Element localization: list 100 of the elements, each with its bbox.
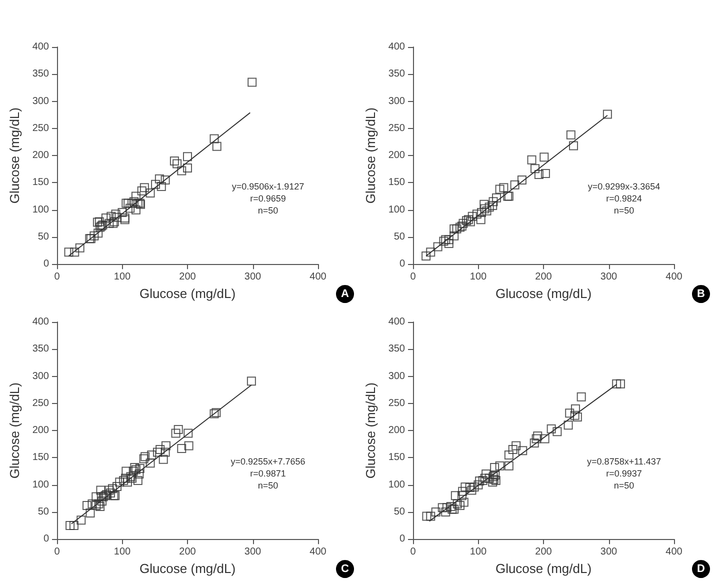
point bbox=[147, 450, 156, 460]
point bbox=[517, 175, 526, 184]
x-tick-label: 100 bbox=[470, 546, 488, 558]
point bbox=[126, 204, 135, 213]
y-tick-label: 0 bbox=[43, 534, 50, 545]
x-axis-title: Glucose (mg/dL) bbox=[495, 561, 592, 576]
point bbox=[131, 205, 140, 214]
point bbox=[140, 183, 149, 192]
point bbox=[183, 164, 192, 173]
y-axis-title: Glucose (mg/dL) bbox=[363, 108, 378, 204]
y-tick-label: 0 bbox=[43, 258, 50, 270]
point bbox=[564, 420, 573, 430]
point bbox=[478, 476, 488, 485]
point bbox=[76, 516, 86, 525]
point bbox=[530, 164, 540, 174]
y-tick-label: 300 bbox=[32, 96, 50, 107]
point bbox=[131, 465, 140, 474]
text: D bbox=[697, 563, 706, 575]
point bbox=[489, 474, 498, 484]
point bbox=[504, 461, 514, 470]
x-tick-label: 300 bbox=[600, 546, 618, 558]
point bbox=[120, 213, 130, 222]
y-tick-label: 50 bbox=[38, 506, 50, 518]
x-tick-label: 400 bbox=[666, 272, 683, 283]
point bbox=[468, 212, 477, 221]
point bbox=[146, 458, 155, 468]
x-tick-label: 200 bbox=[535, 546, 552, 558]
point bbox=[490, 462, 500, 472]
y-tick-label: 300 bbox=[388, 370, 406, 382]
point bbox=[106, 212, 116, 221]
point bbox=[452, 224, 462, 234]
y-tick-label: 350 bbox=[32, 344, 50, 355]
point bbox=[92, 500, 101, 510]
point bbox=[527, 155, 536, 164]
point bbox=[540, 434, 550, 444]
point bbox=[450, 231, 459, 240]
point bbox=[450, 491, 460, 500]
point bbox=[120, 215, 130, 224]
point bbox=[431, 507, 440, 516]
point bbox=[570, 404, 580, 414]
point bbox=[112, 212, 122, 222]
y-tick-label: 50 bbox=[38, 231, 50, 242]
point bbox=[518, 446, 528, 456]
point bbox=[566, 130, 576, 140]
point bbox=[484, 474, 494, 483]
point bbox=[70, 248, 80, 257]
point bbox=[104, 486, 114, 495]
y-tick-label: 0 bbox=[399, 534, 406, 545]
point bbox=[570, 410, 580, 420]
x-tick-label: 200 bbox=[179, 272, 196, 283]
point bbox=[540, 152, 549, 162]
point bbox=[248, 78, 257, 87]
annotation: y=0.9299x-3.3654 bbox=[588, 182, 660, 192]
point bbox=[495, 461, 504, 470]
point bbox=[572, 412, 582, 422]
point bbox=[183, 152, 192, 162]
x-tick-label: 300 bbox=[244, 546, 262, 558]
point bbox=[122, 198, 131, 208]
point bbox=[455, 222, 464, 232]
x-tick-label: 0 bbox=[410, 546, 416, 558]
point bbox=[92, 492, 101, 502]
point bbox=[450, 224, 459, 234]
point bbox=[426, 512, 436, 521]
point bbox=[457, 222, 466, 231]
annotation: r=0.9871 bbox=[250, 468, 286, 478]
point bbox=[476, 215, 486, 224]
point bbox=[133, 198, 142, 208]
point bbox=[184, 441, 194, 450]
point bbox=[439, 236, 448, 246]
point bbox=[96, 492, 106, 502]
y-tick-label: 150 bbox=[32, 177, 50, 188]
point bbox=[534, 170, 544, 180]
point bbox=[465, 483, 474, 492]
y-tick-label: 250 bbox=[32, 398, 50, 409]
point bbox=[472, 210, 482, 219]
point bbox=[438, 503, 447, 512]
point bbox=[466, 217, 475, 226]
x-tick-label: 300 bbox=[244, 272, 262, 283]
point bbox=[576, 392, 586, 402]
point bbox=[495, 184, 504, 194]
point bbox=[98, 492, 108, 502]
point bbox=[488, 472, 498, 482]
x-tick-label: 100 bbox=[470, 272, 488, 283]
point bbox=[128, 466, 138, 476]
y-tick-label: 400 bbox=[32, 42, 50, 52]
point bbox=[475, 476, 484, 486]
point bbox=[82, 500, 92, 510]
point bbox=[118, 208, 127, 218]
point bbox=[446, 502, 456, 512]
point bbox=[108, 484, 117, 494]
point bbox=[140, 452, 150, 462]
point bbox=[444, 235, 454, 244]
point bbox=[455, 500, 464, 510]
point bbox=[156, 182, 166, 191]
x-tick-label: 400 bbox=[666, 546, 683, 558]
y-tick-label: 400 bbox=[388, 316, 406, 328]
annotation: n=50 bbox=[614, 480, 634, 490]
y-tick-label: 300 bbox=[388, 96, 406, 107]
x-tick-label: 100 bbox=[114, 546, 132, 558]
point bbox=[119, 476, 128, 485]
